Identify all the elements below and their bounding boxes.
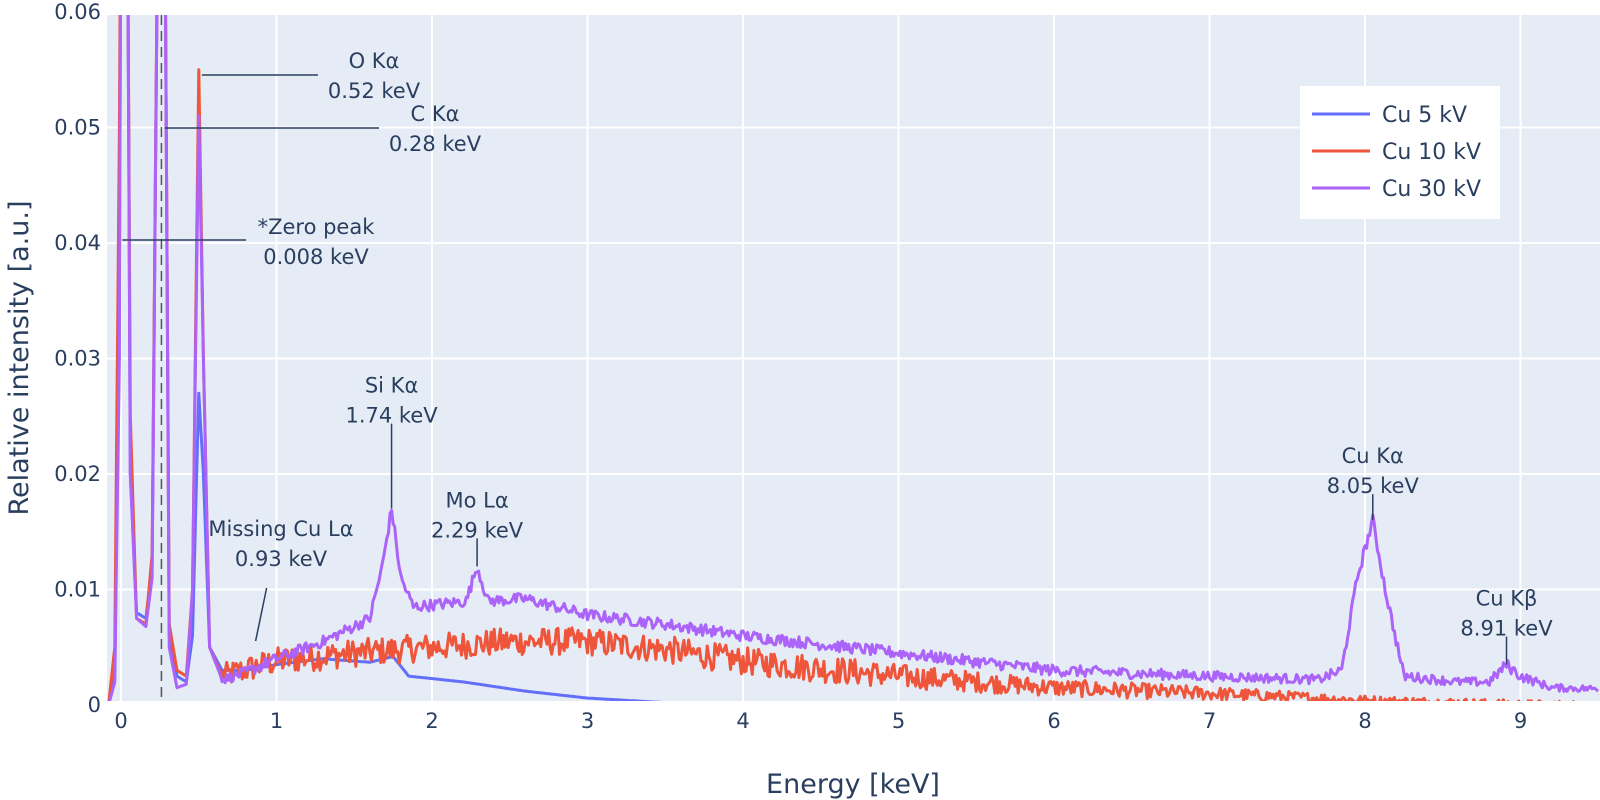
legend: Cu 5 kV Cu 10 kV Cu 30 kV xyxy=(1300,86,1500,219)
x-axis-ticks: 0 1 2 3 4 5 6 7 8 9 xyxy=(114,709,1527,733)
y-tick-label: 0.03 xyxy=(54,347,101,371)
annotation-label: 1.74 keV xyxy=(345,404,438,428)
y-axis-title: Relative intensity [a.u.] xyxy=(4,201,35,516)
series-line-cu-30-kv xyxy=(108,15,1599,701)
annotation-label: Mo Lα xyxy=(446,488,509,512)
x-tick-label: 3 xyxy=(581,709,594,733)
annotation-label: O Kα xyxy=(349,49,400,73)
x-tick-label: 1 xyxy=(270,709,283,733)
annotation-label: 0.008 keV xyxy=(263,245,369,269)
annotation-label: 0.93 keV xyxy=(235,547,328,571)
x-tick-label: 6 xyxy=(1047,709,1060,733)
annotation-label: 0.52 keV xyxy=(328,79,421,103)
annotation-label: 0.28 keV xyxy=(389,132,482,156)
x-tick-label: 4 xyxy=(736,709,749,733)
x-tick-label: 2 xyxy=(425,709,438,733)
x-axis-title: Energy [keV] xyxy=(766,769,940,800)
annotation-label: *Zero peak xyxy=(258,215,376,239)
annotation-label: Si Kα xyxy=(365,374,418,398)
y-tick-label: 0.04 xyxy=(54,231,101,255)
x-tick-label: 9 xyxy=(1514,709,1527,733)
annotation-label: Missing Cu Lα xyxy=(208,517,353,541)
annotation-label: 2.29 keV xyxy=(431,518,524,542)
annotation-label: 8.91 keV xyxy=(1460,617,1553,641)
series-line-cu-10-kv xyxy=(107,15,1575,701)
x-tick-label: 7 xyxy=(1203,709,1216,733)
x-tick-label: 5 xyxy=(892,709,905,733)
y-tick-label: 0.01 xyxy=(54,578,101,602)
annotation-label: C Kα xyxy=(411,102,460,126)
x-tick-label: 0 xyxy=(114,709,127,733)
annotation-label: Cu Kα xyxy=(1342,444,1404,468)
x-tick-label: 8 xyxy=(1358,709,1371,733)
legend-label: Cu 5 kV xyxy=(1382,103,1467,128)
y-tick-label: 0.06 xyxy=(54,0,101,24)
y-axis-ticks: 0 0.01 0.02 0.03 0.04 0.05 0.06 xyxy=(54,0,101,717)
series-layer xyxy=(107,15,1599,701)
plot-area xyxy=(107,15,1599,701)
y-tick-label: 0 xyxy=(88,693,101,717)
annotation-pointer xyxy=(254,587,268,642)
annotation-label: 8.05 keV xyxy=(1327,474,1420,498)
legend-label: Cu 30 kV xyxy=(1382,177,1481,202)
annotation-label: Cu Kβ xyxy=(1476,587,1538,611)
legend-label: Cu 10 kV xyxy=(1382,140,1481,165)
y-tick-label: 0.02 xyxy=(54,462,101,486)
y-tick-label: 0.05 xyxy=(54,116,101,140)
